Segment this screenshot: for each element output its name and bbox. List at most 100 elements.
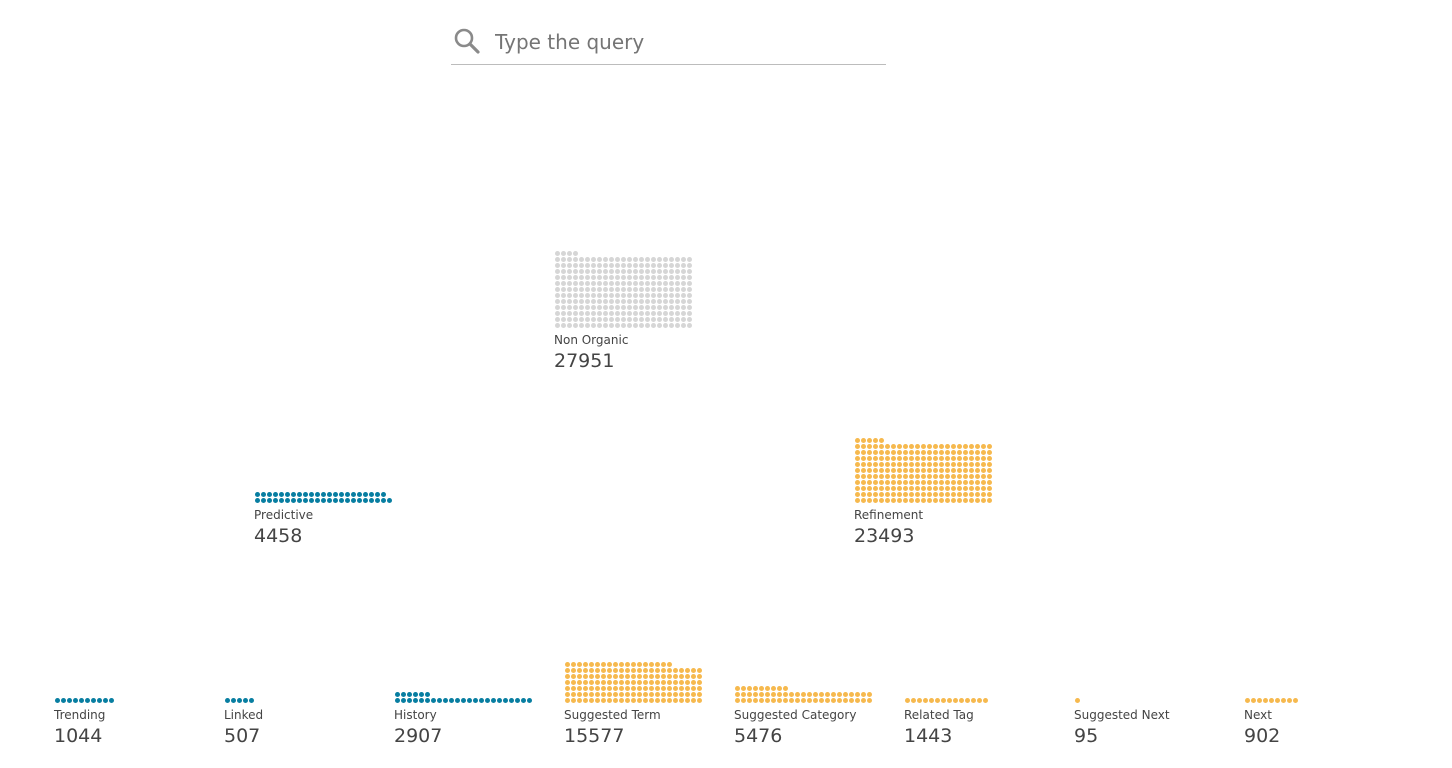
dot [1280,697,1286,703]
dot [648,697,654,703]
dot [690,697,696,703]
dot [956,467,962,473]
node-suggested-category[interactable] [734,0,876,703]
dot [1250,697,1256,703]
node-related-tag[interactable] [904,0,1046,703]
dot [926,497,932,503]
dot [614,304,620,310]
dot [890,461,896,467]
dot [860,455,866,461]
dot [668,322,674,328]
dot [680,268,686,274]
dot [606,673,612,679]
dot [1268,697,1274,703]
dot [872,437,878,443]
node-next[interactable] [1244,0,1386,703]
dot [884,449,890,455]
node-suggested-term[interactable] [564,0,706,703]
dot [818,691,824,697]
node-linked[interactable] [224,0,366,703]
dot [668,262,674,268]
dot [596,316,602,322]
dot [866,455,872,461]
dot [596,274,602,280]
dot [890,497,896,503]
dot [260,497,266,503]
dot [320,491,326,497]
dot [922,697,928,703]
dot [938,455,944,461]
dot [662,274,668,280]
node-non-organic[interactable] [554,0,696,328]
dot [902,491,908,497]
dot [854,455,860,461]
node-history[interactable] [394,0,536,703]
dot [596,256,602,262]
dot [668,292,674,298]
dot [570,667,576,673]
dot [872,449,878,455]
dot [674,310,680,316]
dot [938,479,944,485]
dot [564,661,570,667]
dot [668,268,674,274]
dot [502,697,508,703]
dot [758,685,764,691]
dot [934,697,940,703]
dot [674,256,680,262]
dot [940,697,946,703]
dot [734,685,740,691]
dot [600,685,606,691]
dot [600,691,606,697]
search-icon[interactable] [453,27,481,55]
dot [860,437,866,443]
dot [878,485,884,491]
node-refinement[interactable] [854,0,996,503]
linked-label: Linked [224,708,264,722]
dot [554,256,560,262]
dot [968,497,974,503]
dot [884,479,890,485]
dot [926,455,932,461]
dot [606,691,612,697]
dot [776,691,782,697]
dot [854,697,860,703]
dot [788,697,794,703]
dot [638,280,644,286]
dot [584,316,590,322]
dot [644,262,650,268]
dot [952,697,958,703]
dot [662,322,668,328]
dot [650,286,656,292]
dot [674,268,680,274]
node-trending[interactable] [54,0,196,703]
dot [944,443,950,449]
dot [938,467,944,473]
dot [560,286,566,292]
dot [570,673,576,679]
dot [638,316,644,322]
dot [594,661,600,667]
dot [638,304,644,310]
node-predictive[interactable] [254,0,396,503]
dot [614,310,620,316]
dot [590,298,596,304]
dot [570,697,576,703]
dot [986,497,992,503]
dot [914,449,920,455]
search-bar[interactable] [451,22,886,65]
dot [956,449,962,455]
dot [356,497,362,503]
dot [78,697,84,703]
node-suggested-next[interactable] [1074,0,1216,703]
dot [986,479,992,485]
search-input[interactable] [495,27,875,57]
dot [854,479,860,485]
dot [594,673,600,679]
dot [938,497,944,503]
dot [950,479,956,485]
related-tag-count: 1443 [904,725,953,747]
dot [584,304,590,310]
dot [690,667,696,673]
dot [782,697,788,703]
